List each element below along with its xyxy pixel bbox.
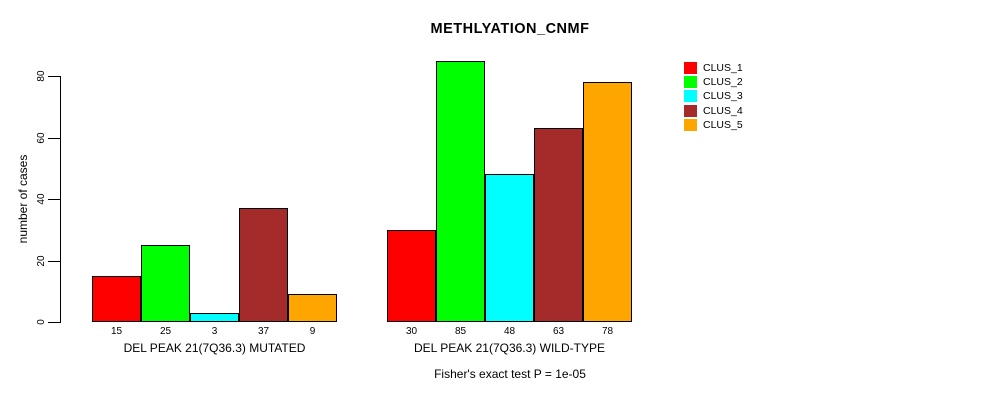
bar-clus_3 xyxy=(190,313,239,322)
legend-item: CLUS_4 xyxy=(684,104,743,118)
bar-value-label: 85 xyxy=(454,326,467,337)
y-tick-label: 60 xyxy=(36,131,47,144)
legend-swatch-icon xyxy=(684,76,697,89)
bar-group xyxy=(387,61,632,322)
bar-value-row: 15 25 3 37 9 xyxy=(92,326,337,337)
y-tick-label: 40 xyxy=(36,193,47,205)
bar-clus_1 xyxy=(92,276,141,322)
y-axis xyxy=(60,76,61,323)
legend-item: CLUS_2 xyxy=(684,75,743,89)
footnote: Fisher's exact test P = 1e-05 xyxy=(434,367,586,381)
bar-clus_1 xyxy=(387,230,436,322)
bar-value-label: 78 xyxy=(601,326,614,337)
legend-item: CLUS_1 xyxy=(684,61,743,75)
legend-swatch-icon xyxy=(684,62,697,75)
legend: CLUS_1 CLUS_2 CLUS_3 CLUS_4 CLUS_5 xyxy=(684,61,743,132)
bar-clus_4 xyxy=(239,208,288,322)
legend-swatch-icon xyxy=(684,104,697,117)
bar-value-label: 37 xyxy=(257,326,270,337)
bar-value-label: 63 xyxy=(552,326,565,337)
bar-value-row: 30 85 48 63 78 xyxy=(387,326,632,337)
group-label: DEL PEAK 21(7Q36.3) MUTATED xyxy=(123,341,306,355)
y-tick xyxy=(48,137,60,139)
y-tick xyxy=(48,76,60,77)
chart-title: METHLYATION_CNMF xyxy=(430,21,590,37)
legend-label: CLUS_3 xyxy=(703,90,743,103)
bar-value-label: 3 xyxy=(211,326,218,337)
bar-clus_4 xyxy=(534,128,583,322)
bar-clus_5 xyxy=(288,294,337,322)
bar-value-label: 9 xyxy=(309,326,316,337)
legend-label: CLUS_1 xyxy=(703,62,743,75)
legend-swatch-icon xyxy=(684,118,697,131)
legend-swatch-icon xyxy=(684,90,697,103)
bar-value-label: 30 xyxy=(405,326,418,337)
bar-value-label: 15 xyxy=(110,326,123,337)
y-axis-label: number of cases xyxy=(16,154,30,244)
y-tick xyxy=(48,260,60,262)
y-tick xyxy=(48,199,60,200)
bar-value-label: 48 xyxy=(503,326,516,337)
legend-label: CLUS_4 xyxy=(703,104,743,117)
bar-clus_2 xyxy=(436,61,485,322)
legend-item: CLUS_5 xyxy=(684,118,743,132)
bar-clus_2 xyxy=(141,245,190,322)
legend-label: CLUS_5 xyxy=(703,118,743,131)
bar-clus_3 xyxy=(485,174,534,322)
bar-value-label: 25 xyxy=(159,326,172,337)
group-label: DEL PEAK 21(7Q36.3) WILD-TYPE xyxy=(414,341,605,355)
bar-group xyxy=(92,76,337,322)
legend-item: CLUS_3 xyxy=(684,89,743,103)
legend-label: CLUS_2 xyxy=(703,76,743,89)
y-tick xyxy=(48,322,60,323)
y-tick-label: 0 xyxy=(36,319,47,325)
y-tick-label: 20 xyxy=(36,254,47,267)
bar-clus_5 xyxy=(583,82,632,322)
y-tick-label: 80 xyxy=(36,70,47,82)
